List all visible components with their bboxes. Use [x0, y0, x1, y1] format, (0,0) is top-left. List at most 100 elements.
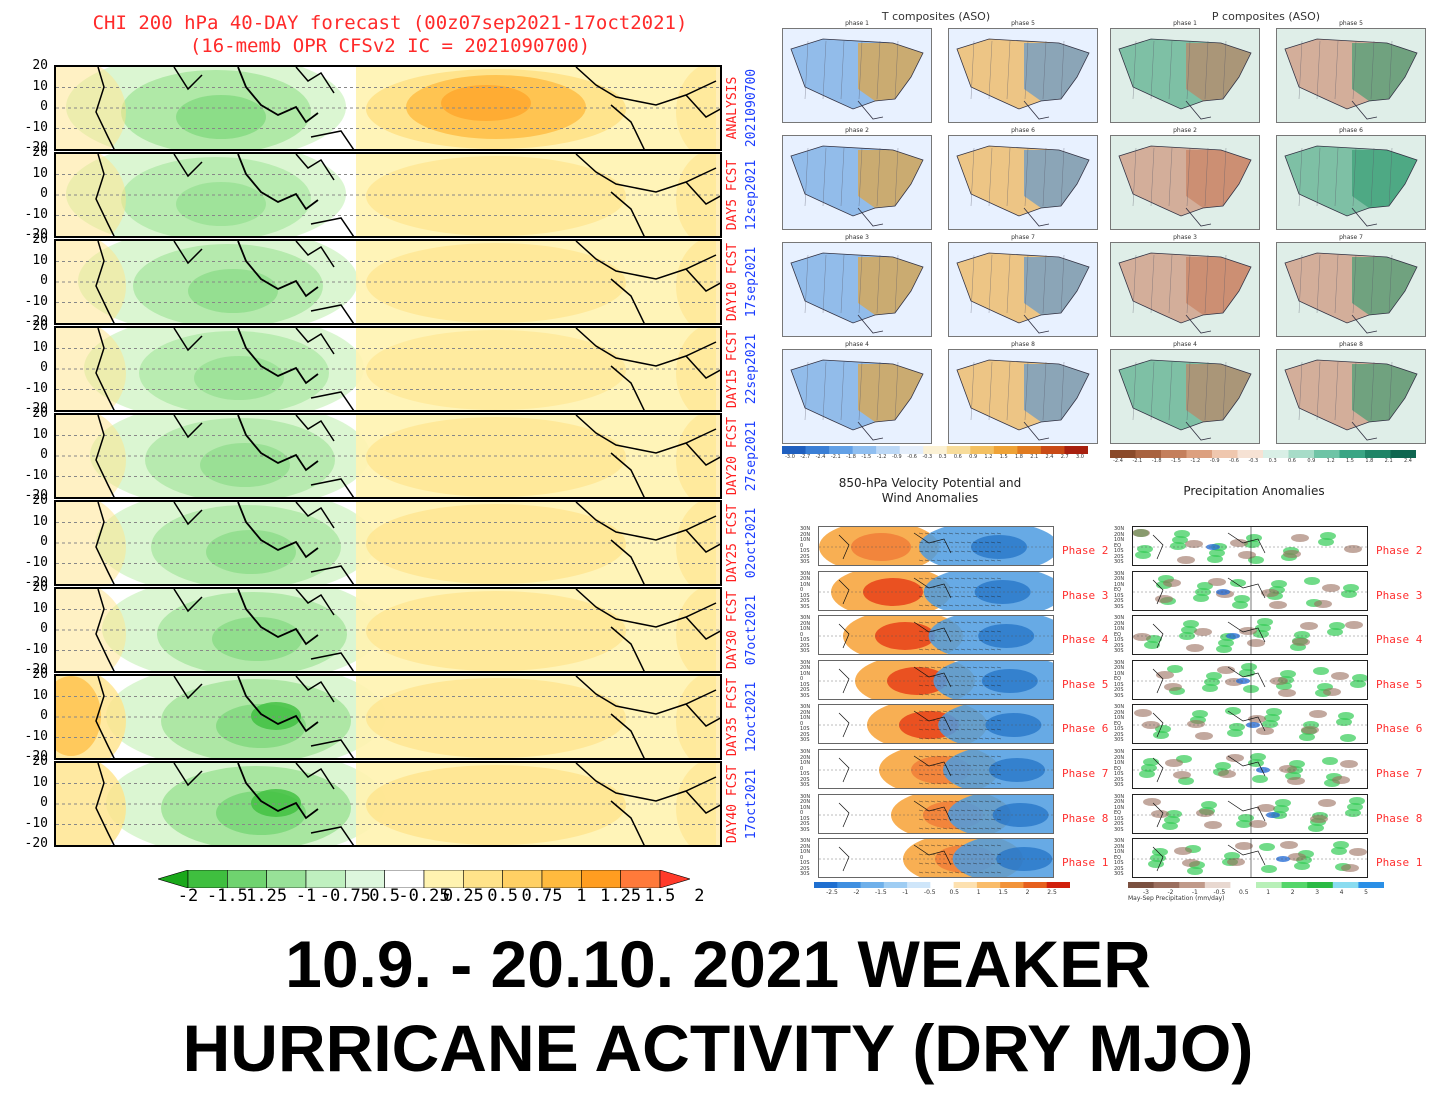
lat-tick-label: 30S [800, 648, 810, 655]
state-border [1298, 361, 1303, 421]
lat-tick-label: 10S [800, 592, 810, 599]
colorbar-tick-label: 1 [576, 886, 587, 906]
state-border [822, 254, 827, 314]
wind-vector [918, 818, 924, 820]
colorbar-swatch [837, 882, 862, 888]
wind-vector [960, 764, 966, 767]
dry-anomaly [1340, 760, 1358, 768]
us-map [1111, 136, 1259, 229]
wind-vector [960, 809, 966, 811]
wind-vector [948, 648, 954, 651]
wet-anomaly [1152, 848, 1168, 857]
us-anomaly-east [1352, 43, 1417, 101]
state-border [1024, 254, 1029, 314]
negative-core [974, 579, 1031, 604]
wind-vector [936, 764, 942, 767]
wind-vector [954, 577, 960, 579]
lat-tick-label: 30N [800, 838, 811, 845]
chi-colorbar-labels: -2 -1.5 1.25 -1 -0.75 0.5 -0.25 0.25 0.5 0.75 1 1.2… [150, 886, 710, 908]
state-border [1042, 147, 1047, 207]
lat-tick-label: 20 [32, 406, 48, 421]
wet-anomaly [1225, 707, 1241, 716]
coastline [1152, 844, 1266, 872]
wet-anomaly [1252, 775, 1268, 783]
wind-vector [954, 729, 960, 731]
wet-anomaly [1202, 683, 1218, 692]
us-anomaly-east [1186, 257, 1251, 315]
wind-vector [984, 818, 990, 820]
state-border [1370, 40, 1375, 100]
positive-anomaly [819, 527, 939, 565]
wind-vector [930, 800, 936, 802]
lat-tick-label: -20 [24, 575, 48, 590]
colorbar-tick-label: -2.1 [1132, 458, 1143, 464]
divergence-area [121, 157, 311, 236]
wet-anomaly [1329, 622, 1345, 631]
wind-vector [936, 738, 942, 740]
wind-vector [936, 675, 942, 677]
dry-anomaly [1194, 628, 1212, 637]
wind-vector [942, 675, 948, 677]
wind-vector [984, 729, 990, 731]
divergence-core [251, 789, 301, 817]
wind-vector [966, 871, 972, 874]
wind-vector [960, 853, 966, 856]
wind-vector [918, 729, 924, 731]
state-border [1388, 40, 1393, 100]
state-border [1388, 254, 1393, 314]
velocity-title-line1: 850-hPa Velocity Potential and [838, 476, 1022, 490]
wind-vector [990, 720, 996, 722]
wind-vector [978, 800, 984, 802]
state-border [1186, 361, 1191, 421]
dry-anomaly [1288, 853, 1306, 862]
velocity-phase-label: Phase 7 [1062, 767, 1109, 780]
wind-vector [960, 773, 966, 776]
wind-vector [936, 844, 942, 847]
wind-vector [936, 559, 942, 562]
brazil-coastline [685, 790, 720, 814]
panel-side-label: DAY20 FCST 27sep2021 [724, 413, 764, 499]
wind-vector [996, 844, 1002, 847]
state-border [1370, 361, 1375, 421]
wind-vector [954, 684, 960, 686]
colorbar-tick-label: 0.5 [487, 886, 519, 906]
wind-vector [984, 595, 990, 597]
colorbar-tick-label: 0.6 [953, 454, 962, 460]
chi-map [54, 152, 722, 238]
panel-side-label: DAY40 FCST 17oct2021 [724, 761, 764, 847]
wind-vector [918, 711, 924, 713]
convergence-area [56, 763, 126, 845]
wet-anomaly [1333, 841, 1349, 850]
wind-vector [990, 541, 996, 544]
wind-vector [990, 577, 996, 579]
lat-tick-label: 30S [1114, 782, 1124, 788]
wind-vector [948, 559, 954, 562]
wind-vector [948, 711, 954, 713]
dry-anomaly [1310, 814, 1328, 823]
india-coastline [173, 415, 203, 439]
wind-vector [936, 782, 942, 785]
wet-anomaly [1232, 600, 1248, 609]
wind-vector [972, 738, 978, 740]
colorbar-swatch [1023, 882, 1048, 888]
state-border [1298, 40, 1303, 100]
headline-line2: HURRICANE ACTIVITY (DRY MJO) [182, 1011, 1254, 1085]
wind-vector [918, 577, 924, 579]
wind-vector [984, 693, 990, 695]
wind-vector [918, 595, 924, 597]
india-coastline [173, 328, 203, 352]
state-border [1042, 40, 1047, 100]
wind-vector [936, 577, 942, 579]
wind-vector [942, 666, 948, 668]
state-border [858, 254, 863, 314]
lat-tick-label: -20 [24, 749, 48, 764]
wind-vector [978, 630, 984, 633]
us-anomaly-east [1024, 150, 1089, 208]
us-anomaly-east [1024, 257, 1089, 315]
wind-vector [990, 604, 996, 606]
colorbar-swatch [1064, 446, 1088, 454]
lat-tick-label: 10 [32, 339, 48, 355]
composite-phase-label: phase 8 [1339, 341, 1363, 348]
wind-vector [930, 648, 936, 651]
wind-vector [984, 541, 990, 544]
